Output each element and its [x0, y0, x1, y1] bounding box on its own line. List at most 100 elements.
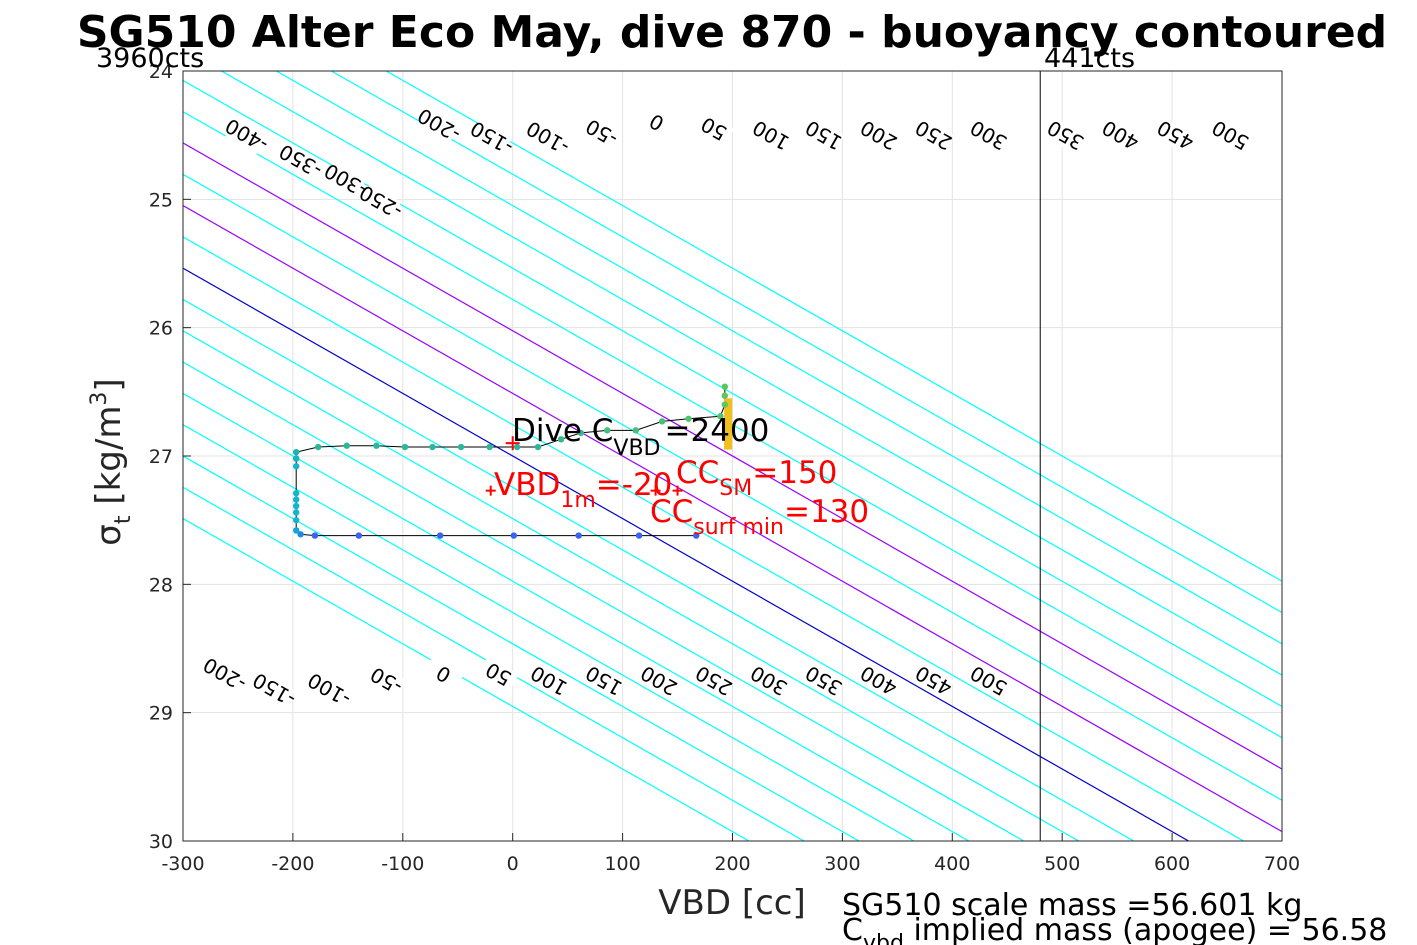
- contour-line: [183, 424, 915, 841]
- y-tick-label: 25: [149, 189, 173, 211]
- contour-label-bg: [857, 117, 900, 155]
- contour-line: [183, 236, 1244, 841]
- contour-label-bg: [637, 662, 680, 700]
- track-point: [292, 509, 300, 516]
- contour-line: [183, 204, 1282, 833]
- track-point: [604, 427, 611, 434]
- contour-label-bg: [802, 117, 845, 155]
- contour-line: [183, 486, 805, 841]
- contour-label-bg: [307, 671, 350, 709]
- contour-line: [183, 298, 1134, 841]
- contour-line: [183, 111, 1282, 739]
- annotation-cc-surf-min: CCsurf min=130: [650, 494, 869, 540]
- contour-label-bg: [279, 143, 322, 181]
- contour-label-bg: [1098, 117, 1142, 155]
- track-point: [457, 443, 465, 451]
- contour-label-bg: [364, 662, 407, 700]
- x-tick-label: 0: [507, 853, 519, 875]
- contour-label-bg: [527, 662, 570, 700]
- footer-scale-mass: SG510 scale mass =56.601 kg: [842, 888, 1302, 923]
- contour-label-bg: [966, 117, 1010, 155]
- y-tick-label: 29: [149, 703, 173, 725]
- track-point: [557, 436, 565, 443]
- y-axis-label: σt [kg/m3]: [87, 378, 136, 545]
- annotation-dive-cvbd: Dive CVBD =2400: [512, 413, 769, 461]
- contour-label-bg: [225, 117, 268, 155]
- track-point: [292, 496, 300, 503]
- track-point: [510, 532, 517, 539]
- track-point: [292, 527, 300, 534]
- track-point: [292, 516, 300, 524]
- axis-ticks: -300 -200 -100 0 100 200 300 400 500 600 700 24 25 26…: [149, 61, 1300, 875]
- track-point: [685, 415, 692, 422]
- contour-label-bg: [692, 662, 735, 700]
- track-point: [693, 532, 700, 539]
- contour-label-bg: [1208, 117, 1251, 155]
- track-point: [534, 443, 542, 451]
- x-tick-label: 200: [714, 853, 750, 875]
- contour-label-bg: [857, 662, 900, 700]
- contour-line: [183, 173, 1282, 801]
- track-point: [314, 443, 322, 451]
- annotation-cc-sm: CCSM=150: [676, 455, 837, 501]
- contour-label-bg: [359, 184, 402, 222]
- x-tick-label: -300: [161, 853, 204, 875]
- contour-line: [276, 71, 1282, 645]
- track-point: [355, 532, 363, 539]
- contour-label-bg: [635, 104, 678, 142]
- x-tick-label: 500: [1044, 853, 1080, 875]
- apogee-bar: [724, 398, 733, 450]
- contour-line: [183, 267, 1189, 841]
- contour-label-bg: [912, 117, 955, 155]
- track-point: [721, 401, 729, 408]
- track-point: [575, 532, 582, 539]
- track-point: [436, 532, 444, 539]
- annotation-vbd-1m: VBD1m=-20: [494, 467, 672, 513]
- red-markers: [485, 436, 683, 496]
- contour-line: [386, 71, 1282, 582]
- red-plus-marker: [485, 485, 496, 496]
- x-tick-label: -100: [381, 853, 424, 875]
- y-tick-label: 27: [149, 446, 173, 468]
- y-tick-label: 30: [149, 831, 173, 853]
- chart-title: SG510 Alter Eco May, dive 870 - buoyancy…: [77, 7, 1387, 58]
- contour-label-bg: [747, 662, 790, 700]
- track-point: [292, 490, 300, 497]
- corner-label-right: 441cts: [1044, 43, 1135, 74]
- contour-line: [183, 517, 750, 841]
- x-tick-label: -200: [271, 853, 314, 875]
- contour-label-bg: [252, 671, 295, 709]
- contour-line: [221, 71, 1282, 676]
- contour-label-bg: [421, 656, 465, 694]
- track-line: [295, 386, 726, 537]
- track-point: [635, 532, 643, 539]
- contour-label-bg: [582, 662, 625, 700]
- track-point: [658, 418, 666, 425]
- track-point: [292, 448, 300, 456]
- contour-label-bg: [526, 120, 569, 158]
- x-tick-label: 700: [1264, 853, 1300, 875]
- y-label-sup: 3: [87, 392, 112, 406]
- x-tick-label: 400: [934, 853, 970, 875]
- red-plus-marker: [650, 485, 661, 496]
- contour-label-bg: [802, 662, 845, 700]
- track-point: [513, 443, 521, 451]
- track-point: [721, 383, 729, 390]
- track-point: [486, 443, 493, 451]
- x-tick-label: 100: [604, 853, 640, 875]
- y-tick-label: 28: [149, 574, 173, 596]
- contour-line: [183, 455, 860, 841]
- track-point: [292, 463, 300, 470]
- track-point: [292, 502, 300, 510]
- contour-label-bg: [749, 117, 792, 155]
- track-point: [717, 413, 724, 420]
- contour-label-bg: [692, 111, 735, 149]
- contour-label-bg: [580, 115, 623, 152]
- y-tick-label: 24: [149, 61, 173, 83]
- y-label-sub: t: [111, 515, 136, 524]
- contour-line: [183, 330, 1079, 841]
- contour-label-bg: [417, 107, 460, 145]
- contour-label-bg: [203, 656, 246, 694]
- track-point: [632, 427, 639, 434]
